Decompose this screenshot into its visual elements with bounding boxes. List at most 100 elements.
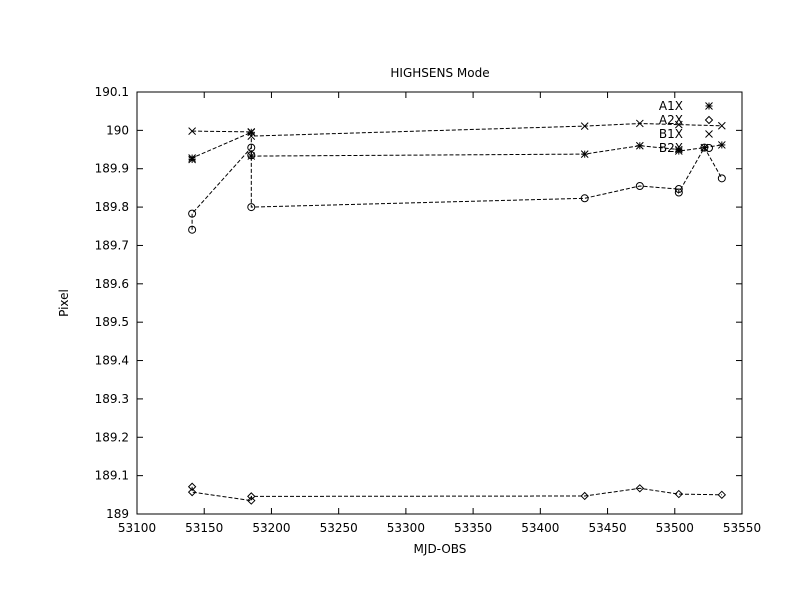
x-tick-label: 53150 bbox=[185, 521, 223, 535]
x-tick-label: 53200 bbox=[252, 521, 290, 535]
data-point bbox=[188, 225, 197, 234]
data-point bbox=[247, 496, 256, 505]
marker-shape bbox=[247, 143, 256, 152]
data-point bbox=[635, 119, 644, 128]
data-point bbox=[717, 490, 727, 500]
legend-label: A2X bbox=[659, 113, 683, 127]
marker-stroke bbox=[705, 102, 713, 110]
legend-marker bbox=[705, 130, 713, 138]
x-tick-label: 53450 bbox=[588, 521, 626, 535]
marker-shape bbox=[188, 225, 197, 234]
y-tick-label: 189.3 bbox=[95, 392, 129, 406]
series-line bbox=[191, 131, 722, 160]
data-point bbox=[674, 489, 684, 499]
data-point bbox=[717, 174, 726, 183]
data-point bbox=[580, 150, 589, 159]
data-point bbox=[700, 143, 709, 152]
marker-stroke bbox=[580, 150, 589, 159]
x-tick-label: 53550 bbox=[723, 521, 761, 535]
marker-shape bbox=[247, 203, 256, 212]
marker-stroke bbox=[188, 127, 196, 135]
series-layer bbox=[187, 119, 727, 505]
y-tick-label: 189.1 bbox=[95, 469, 129, 483]
marker-stroke bbox=[635, 119, 644, 128]
legend-label: B1X bbox=[659, 127, 683, 141]
data-point bbox=[674, 147, 683, 155]
marker-shape bbox=[700, 143, 709, 152]
data-point bbox=[247, 492, 256, 501]
marker-shape bbox=[674, 489, 684, 499]
x-tick-label: 53300 bbox=[387, 521, 425, 535]
marker-stroke bbox=[580, 122, 589, 130]
marker-stroke bbox=[247, 132, 256, 140]
data-point bbox=[188, 209, 197, 218]
marker-stroke bbox=[717, 121, 726, 130]
legend-marker bbox=[705, 144, 713, 152]
data-point bbox=[580, 122, 589, 130]
marker-shape bbox=[705, 144, 713, 152]
marker-shape bbox=[188, 209, 197, 218]
y-tick-label: 190 bbox=[106, 123, 129, 137]
y-tick-label: 189.6 bbox=[95, 277, 129, 291]
data-point bbox=[247, 203, 256, 212]
marker-shape bbox=[704, 115, 714, 125]
y-tick-label: 189.8 bbox=[95, 200, 129, 214]
legend-marker bbox=[704, 115, 714, 125]
y-tick-label: 189.7 bbox=[95, 238, 129, 252]
marker-shape bbox=[635, 181, 644, 190]
marker-stroke bbox=[635, 141, 644, 150]
chart-title: HIGHSENS Mode bbox=[390, 66, 489, 80]
data-point bbox=[247, 151, 256, 160]
data-point bbox=[580, 491, 589, 501]
data-point bbox=[188, 154, 196, 162]
data-point bbox=[674, 188, 683, 197]
y-tick-label: 190.1 bbox=[95, 85, 129, 99]
marker-shape bbox=[580, 194, 589, 203]
marker-stroke bbox=[674, 120, 683, 129]
marker-shape bbox=[187, 482, 197, 491]
marker-stroke bbox=[717, 141, 726, 149]
marker-shape bbox=[247, 151, 256, 160]
marker-shape bbox=[635, 484, 645, 493]
marker-shape bbox=[674, 188, 683, 197]
legend-marker bbox=[705, 102, 713, 110]
y-axis-label: Pixel bbox=[57, 289, 71, 317]
x-tick-label: 53250 bbox=[320, 521, 358, 535]
marker-stroke bbox=[188, 154, 196, 162]
marker-shape bbox=[717, 174, 726, 183]
x-axis-label: MJD-OBS bbox=[414, 542, 467, 556]
legend-label: B2X bbox=[659, 141, 683, 155]
marker-shape bbox=[187, 487, 197, 497]
x-tick-label: 53100 bbox=[118, 521, 156, 535]
axis-ticks: 53100 53150 53200 53250 53300 53350 53400 53450… bbox=[95, 85, 761, 535]
marker-stroke bbox=[705, 130, 713, 138]
data-point bbox=[674, 120, 683, 129]
marker-shape bbox=[674, 185, 683, 194]
series-line bbox=[191, 146, 723, 230]
data-point bbox=[187, 487, 197, 497]
data-point bbox=[717, 141, 726, 149]
marker-shape bbox=[580, 491, 589, 501]
data-point bbox=[580, 194, 589, 203]
plot-frame bbox=[136, 91, 743, 515]
data-point bbox=[635, 141, 644, 150]
data-point bbox=[247, 132, 256, 140]
series-line bbox=[191, 486, 722, 502]
y-tick-label: 189.2 bbox=[95, 430, 129, 444]
data-point bbox=[188, 127, 196, 135]
y-tick-label: 189 bbox=[106, 507, 129, 521]
marker-shape bbox=[247, 492, 256, 501]
x-tick-label: 53350 bbox=[454, 521, 492, 535]
data-point bbox=[717, 121, 726, 130]
data-point bbox=[635, 181, 644, 190]
x-tick-label: 53400 bbox=[521, 521, 559, 535]
data-point bbox=[187, 482, 197, 491]
legend-label: A1X bbox=[659, 99, 683, 113]
x-tick-label: 53500 bbox=[656, 521, 694, 535]
marker-shape bbox=[247, 496, 256, 505]
data-point bbox=[635, 484, 645, 493]
y-tick-label: 189.9 bbox=[95, 162, 129, 176]
data-point bbox=[247, 143, 256, 152]
